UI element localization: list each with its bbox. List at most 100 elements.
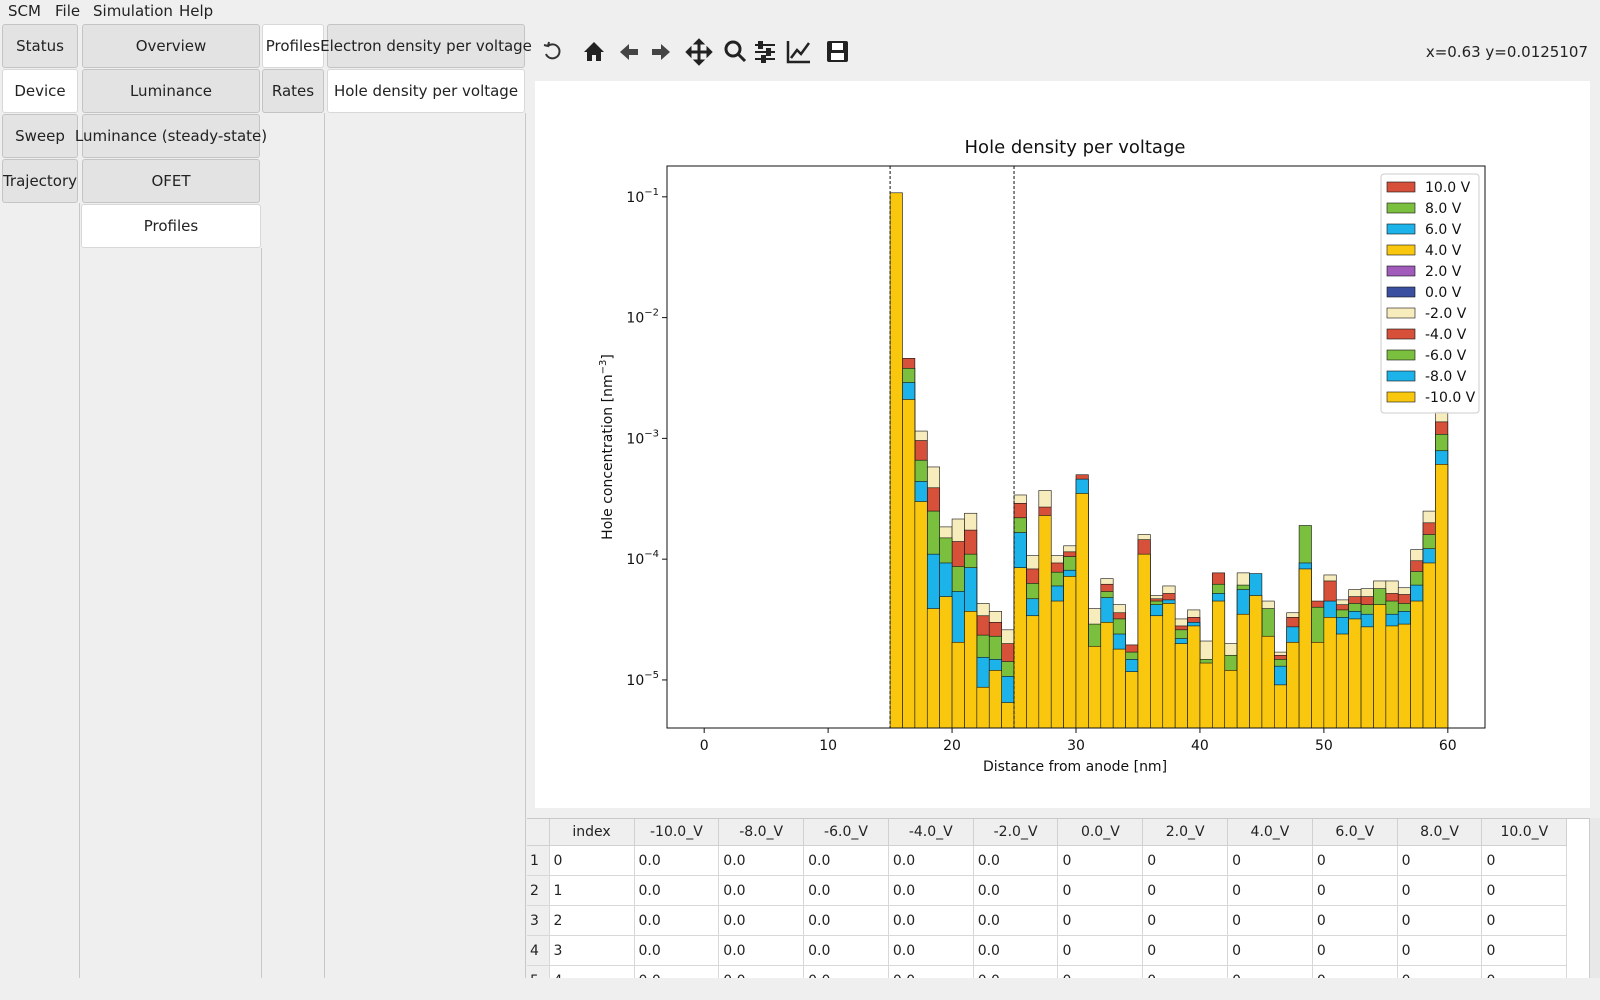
bar	[1423, 563, 1435, 728]
bar	[1138, 554, 1150, 728]
save-button[interactable]	[827, 41, 848, 62]
tab[interactable]: Trajectory	[2, 159, 78, 203]
y-tick-base: 10	[626, 311, 644, 327]
tab[interactable]: OFET	[82, 159, 260, 203]
menu-item[interactable]: Simulation	[93, 2, 173, 20]
axes-button[interactable]	[788, 41, 810, 62]
bar	[1002, 703, 1014, 728]
table-cell: 0.0	[804, 906, 889, 936]
table-cell: 0.0	[719, 966, 804, 979]
reload-button[interactable]	[544, 42, 559, 58]
bar	[1287, 642, 1299, 728]
legend-swatch	[1387, 308, 1415, 318]
legend-swatch	[1387, 224, 1415, 234]
toolbar	[540, 36, 860, 68]
y-axis-label-exponent: −3	[598, 360, 609, 375]
tab[interactable]: Profiles	[262, 24, 324, 68]
menu-item[interactable]: File	[55, 2, 80, 20]
bar	[977, 687, 989, 728]
tab[interactable]: Profiles	[81, 204, 261, 248]
pan-button[interactable]	[686, 39, 712, 65]
table-cell: 0	[1482, 936, 1567, 966]
legend-swatch	[1387, 266, 1415, 276]
y-tick-label: 10−3	[626, 428, 659, 447]
tab[interactable]: Luminance (steady-state)	[82, 114, 260, 158]
y-axis-label-text: Hole concentration [nm	[600, 374, 616, 539]
tab[interactable]: Rates	[262, 69, 324, 113]
bar	[1051, 601, 1063, 728]
legend-label: 10.0 V	[1425, 180, 1471, 196]
table-cell: 0.0	[888, 876, 973, 906]
table-cell: 0	[1312, 906, 1397, 936]
tab[interactable]: Status	[2, 24, 78, 68]
x-tick-label: 0	[700, 738, 709, 754]
bar	[1113, 649, 1125, 728]
tab[interactable]: Sweep	[2, 114, 78, 158]
bar	[1163, 603, 1175, 728]
bar	[1311, 642, 1323, 728]
legend-label: -10.0 V	[1425, 390, 1476, 406]
table-cell: 0	[1228, 936, 1313, 966]
y-tick-label: 10−2	[626, 308, 659, 327]
bar	[1361, 627, 1373, 728]
tab[interactable]: Hole density per voltage	[327, 69, 525, 113]
table-cell: 0.0	[634, 876, 719, 906]
table-cell: 0	[1312, 966, 1397, 979]
table-row: 430.00.00.00.00.0000000	[527, 936, 1567, 966]
legend-swatch	[1387, 392, 1415, 402]
forward-button[interactable]	[652, 44, 670, 60]
row-header: 5	[527, 966, 549, 979]
back-button[interactable]	[620, 44, 638, 60]
bar	[1336, 634, 1348, 728]
y-tick-base: 10	[626, 190, 644, 206]
bar	[1349, 619, 1361, 728]
column-header: 10.0_V	[1482, 819, 1567, 846]
data-table: index-10.0_V-8.0_V-6.0_V-4.0_V-2.0_V0.0_…	[527, 818, 1600, 978]
table-cell: 0.0	[973, 846, 1058, 876]
x-tick-label: 30	[1067, 738, 1085, 754]
corner-cell	[527, 819, 549, 846]
legend-swatch	[1387, 350, 1415, 360]
bar	[1150, 616, 1162, 728]
zoom-button[interactable]	[726, 42, 745, 61]
bar	[964, 611, 976, 728]
legend-swatch	[1387, 371, 1415, 381]
tab[interactable]: Luminance	[82, 69, 260, 113]
table-cell: 0.0	[634, 936, 719, 966]
configure-button[interactable]	[755, 42, 775, 62]
table-cell: 1	[549, 876, 634, 906]
table-cell: 0	[1397, 876, 1482, 906]
table-cell: 0	[1482, 876, 1567, 906]
legend-label: 8.0 V	[1425, 201, 1462, 217]
column-header: -2.0_V	[973, 819, 1058, 846]
tab[interactable]: Electron density per voltage	[327, 24, 525, 68]
legend-swatch	[1387, 329, 1415, 339]
table-row: 540.00.00.00.00.0000000	[527, 966, 1567, 979]
menu-item[interactable]: SCM	[8, 2, 41, 20]
bar	[1101, 622, 1113, 728]
bar	[927, 609, 939, 728]
column-header: 8.0_V	[1397, 819, 1482, 846]
bar	[1324, 617, 1336, 728]
home-button[interactable]	[584, 42, 604, 61]
bar	[1026, 616, 1038, 728]
table-cell: 2	[549, 906, 634, 936]
y-tick-exponent: −5	[644, 670, 659, 681]
table-cell: 0	[1143, 846, 1228, 876]
table-cell: 0	[1397, 936, 1482, 966]
scrollbar[interactable]	[1589, 818, 1600, 978]
table-cell: 0	[1397, 906, 1482, 936]
bar	[915, 502, 927, 728]
bar	[1262, 636, 1274, 728]
bar	[952, 642, 964, 728]
tab[interactable]: Overview	[82, 24, 260, 68]
bar	[902, 399, 914, 728]
table-cell: 0	[1143, 936, 1228, 966]
legend-swatch	[1387, 287, 1415, 297]
tab[interactable]: Device	[2, 69, 78, 113]
table-cell: 0	[1312, 876, 1397, 906]
y-axis-label: Hole concentration [nm−3]	[598, 354, 616, 540]
legend-swatch	[1387, 182, 1415, 192]
menu-item[interactable]: Help	[179, 2, 213, 20]
